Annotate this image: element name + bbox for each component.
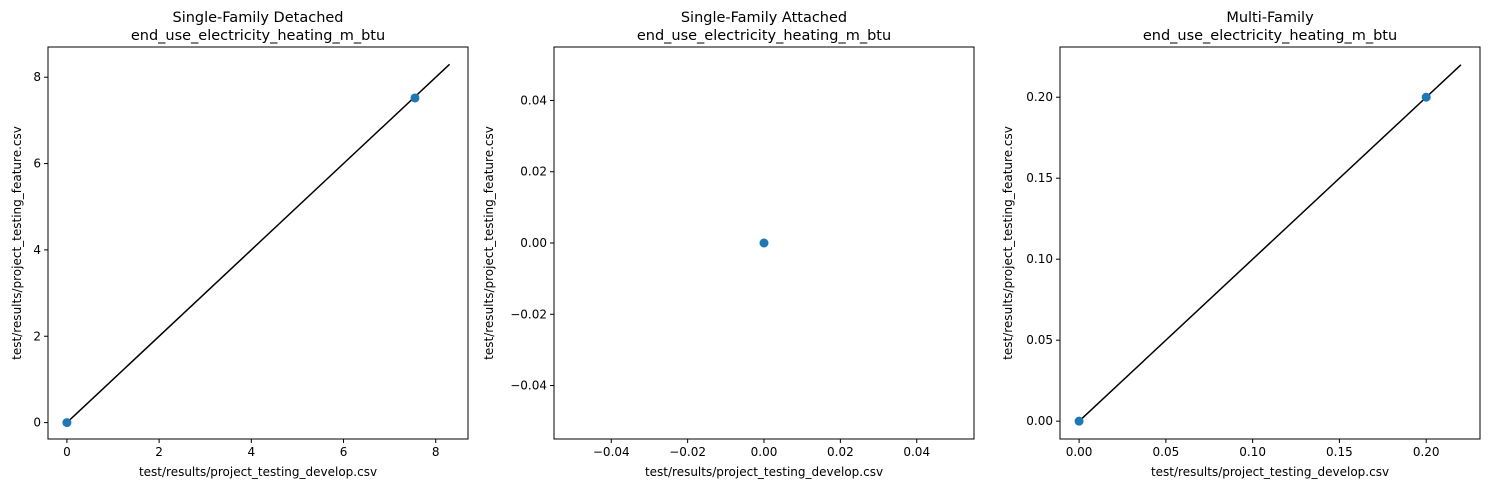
x-axis-label: test/results/project_testing_develop.csv: [1151, 465, 1389, 479]
y-tick-label-4: 0.04: [520, 93, 547, 107]
reference-line: [1078, 64, 1462, 422]
y-tick-label-1: 0.05: [1026, 333, 1053, 347]
y-tick-label-2: 0.00: [520, 236, 547, 250]
x-tick-label-1: 2: [155, 445, 163, 459]
y-axis-label: test/results/project_testing_feature.csv: [1001, 126, 1015, 360]
x-tick-label-1: −0.02: [669, 445, 706, 459]
chart-title-line-2: end_use_electricity_heating_m_btu: [637, 28, 891, 44]
chart-title-line-1: Multi-Family: [1226, 10, 1314, 26]
data-point-0: [1074, 416, 1084, 426]
y-tick-label-2: 0.10: [1026, 252, 1053, 266]
panel-single-family-detached: Single-Family Detached end_use_electrici…: [10, 10, 469, 479]
x-tick-label-4: 0.20: [1413, 445, 1440, 459]
axes-frame: [47, 46, 469, 440]
x-tick-label-2: 0.10: [1239, 445, 1266, 459]
x-tick-label-2: 4: [247, 445, 255, 459]
x-tick-label-4: 8: [432, 445, 440, 459]
panel-single-family-attached: Single-Family Attached end_use_electrici…: [482, 10, 975, 479]
x-tick-label-3: 0.15: [1326, 445, 1353, 459]
y-tick-label-4: 8: [33, 70, 41, 84]
y-tick-label-3: 6: [33, 157, 41, 171]
x-tick-label-0: 0.00: [1066, 445, 1093, 459]
x-axis-label: test/results/project_testing_develop.csv: [139, 465, 377, 479]
y-tick-label-0: 0: [33, 416, 41, 430]
x-tick-label-0: −0.04: [593, 445, 630, 459]
plot-area: −0.04 −0.02 0.00 0.02 0.04 −0.04 −0.02 0.00 0.02…: [510, 46, 975, 459]
x-tick-label-3: 0.02: [827, 445, 854, 459]
y-tick-label-2: 4: [33, 243, 41, 257]
chart-title-line-2: end_use_electricity_heating_m_btu: [131, 28, 385, 44]
chart-title-line-2: end_use_electricity_heating_m_btu: [1143, 28, 1397, 44]
y-tick-label-0: 0.00: [1026, 414, 1053, 428]
data-point-0: [759, 238, 769, 248]
y-axis-label: test/results/project_testing_feature.csv: [482, 126, 496, 360]
x-tick-label-2: 0.00: [751, 445, 778, 459]
y-tick-label-3: 0.02: [520, 165, 547, 179]
panel-multi-family: Multi-Family end_use_electricity_heating…: [1001, 10, 1481, 479]
plot-area: 0 2 4 6 8 0 2 4 6 8: [33, 46, 469, 459]
reference-line: [66, 63, 451, 424]
y-tick-label-4: 0.20: [1026, 90, 1053, 104]
y-tick-label-1: −0.02: [510, 307, 547, 321]
plot-area: 0.00 0.05 0.10 0.15 0.20 0.00 0.05 0.10 0.15 0.20: [1026, 46, 1481, 459]
data-point-1: [410, 93, 420, 103]
data-point-1: [1421, 92, 1431, 102]
chart-title-line-1: Single-Family Attached: [681, 10, 847, 26]
y-axis-label: test/results/project_testing_feature.csv: [10, 126, 24, 360]
axes-frame: [1059, 46, 1481, 440]
y-tick-label-3: 0.15: [1026, 171, 1053, 185]
y-tick-label-1: 2: [33, 329, 41, 343]
x-tick-label-0: 0: [63, 445, 71, 459]
data-point-0: [62, 418, 72, 428]
x-tick-label-4: 0.04: [903, 445, 930, 459]
chart-title-line-1: Single-Family Detached: [172, 10, 343, 26]
x-tick-label-1: 0.05: [1153, 445, 1180, 459]
x-tick-label-3: 6: [340, 445, 348, 459]
x-axis-label: test/results/project_testing_develop.csv: [645, 465, 883, 479]
y-tick-label-0: −0.04: [510, 379, 547, 393]
